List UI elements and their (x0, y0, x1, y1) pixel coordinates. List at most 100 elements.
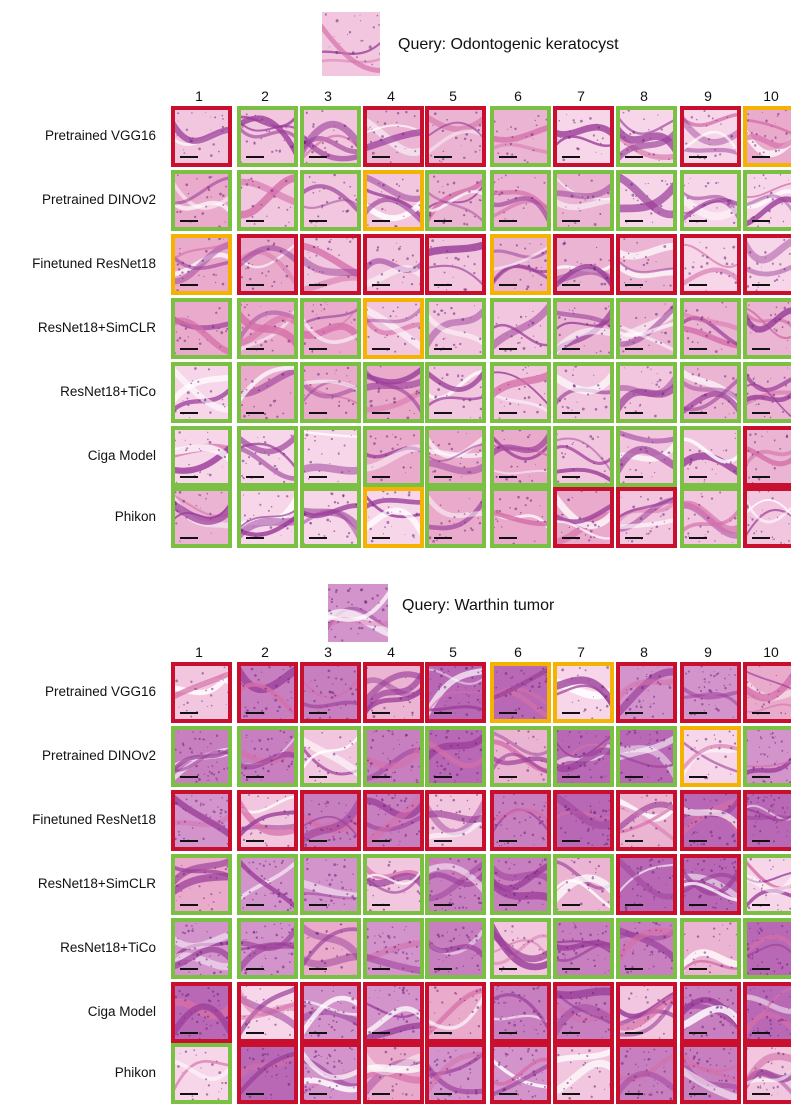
scale-bar (434, 284, 452, 286)
scale-bar (562, 537, 580, 539)
retrieved-image-tile (425, 662, 486, 723)
retrieved-image-tile (616, 1043, 677, 1104)
scale-bar (625, 348, 643, 350)
retrieved-image-tile (237, 487, 298, 548)
scale-bar (625, 537, 643, 539)
scale-bar (625, 476, 643, 478)
scale-bar (309, 904, 327, 906)
retrieved-image-tile (425, 790, 486, 851)
retrieved-image-tile (553, 487, 614, 548)
retrieved-image-tile (300, 982, 361, 1043)
retrieved-image-tile (553, 854, 614, 915)
column-number: 4 (387, 644, 395, 660)
scale-bar (499, 476, 517, 478)
scale-bar (752, 284, 770, 286)
retrieved-image-tile (363, 662, 424, 723)
retrieved-image-tile (490, 918, 551, 979)
retrieved-image-tile (363, 918, 424, 979)
retrieved-image-tile (363, 170, 424, 231)
retrieved-image-tile (680, 362, 741, 423)
retrieved-image-tile (490, 234, 551, 295)
retrieved-image-tile (680, 106, 741, 167)
retrieved-image-tile (300, 487, 361, 548)
scale-bar (689, 904, 707, 906)
retrieved-image-tile (425, 234, 486, 295)
retrieved-image-tile (171, 298, 232, 359)
scale-bar (180, 968, 198, 970)
scale-bar (625, 284, 643, 286)
retrieved-image-tile (490, 1043, 551, 1104)
retrieved-image-tile (171, 1043, 232, 1104)
retrieved-image-tile (363, 854, 424, 915)
retrieved-image-tile (616, 854, 677, 915)
scale-bar (180, 840, 198, 842)
scale-bar (309, 1093, 327, 1095)
retrieved-image-tile (490, 426, 551, 487)
scale-bar (309, 1032, 327, 1034)
retrieved-image-tile (743, 487, 791, 548)
scale-bar (689, 284, 707, 286)
retrieved-image-tile (616, 298, 677, 359)
scale-bar (689, 1032, 707, 1034)
scale-bar (180, 156, 198, 158)
retrieved-image-tile (553, 106, 614, 167)
column-number: 2 (261, 88, 269, 104)
scale-bar (246, 348, 264, 350)
retrieved-image-tile (363, 426, 424, 487)
retrieved-image-tile (680, 726, 741, 787)
scale-bar (752, 348, 770, 350)
column-number: 8 (640, 88, 648, 104)
scale-bar (372, 476, 390, 478)
retrieved-image-tile (425, 487, 486, 548)
retrieved-image-tile (553, 726, 614, 787)
retrieved-image-tile (237, 170, 298, 231)
scale-bar (752, 156, 770, 158)
panel-warthin-tumor: Query: Warthin tumor 1 2 3 4 5 6 7 8 9 10 Pretrai… (0, 552, 791, 1104)
scale-bar (689, 776, 707, 778)
scale-bar (434, 968, 452, 970)
retrieved-image-tile (490, 662, 551, 723)
retrieved-image-tile (363, 298, 424, 359)
retrieved-image-tile (171, 790, 232, 851)
method-label: Pretrained DINOv2 (41, 192, 156, 207)
retrieved-image-tile (300, 854, 361, 915)
scale-bar (752, 220, 770, 222)
query-label: Query: Odontogenic keratocyst (398, 36, 619, 53)
column-number: 10 (763, 88, 779, 104)
column-number: 7 (577, 88, 585, 104)
scale-bar (689, 968, 707, 970)
retrieved-image-tile (553, 662, 614, 723)
scale-bar (625, 220, 643, 222)
retrieved-image-tile (171, 106, 232, 167)
retrieved-image-tile (490, 487, 551, 548)
scale-bar (752, 1032, 770, 1034)
retrieved-image-tile (171, 487, 232, 548)
retrieved-image-tile (171, 918, 232, 979)
retrieved-image-tile (680, 918, 741, 979)
retrieved-image-tile (300, 234, 361, 295)
scale-bar (434, 537, 452, 539)
retrieved-image-tile (300, 726, 361, 787)
scale-bar (562, 476, 580, 478)
retrieved-image-tile (237, 662, 298, 723)
retrieved-image-tile (680, 790, 741, 851)
retrieved-image-tile (743, 854, 791, 915)
retrieved-image-tile (490, 726, 551, 787)
scale-bar (499, 537, 517, 539)
scale-bar (434, 1032, 452, 1034)
retrieved-image-tile (363, 362, 424, 423)
scale-bar (689, 412, 707, 414)
scale-bar (499, 220, 517, 222)
scale-bar (752, 476, 770, 478)
column-number: 9 (704, 644, 712, 660)
retrieved-image-tile (237, 106, 298, 167)
retrieved-image-tile (363, 982, 424, 1043)
scale-bar (309, 156, 327, 158)
scale-bar (562, 284, 580, 286)
retrieved-image-tile (425, 918, 486, 979)
query-image (322, 12, 380, 76)
scale-bar (180, 284, 198, 286)
retrieved-image-tile (743, 1043, 791, 1104)
scale-bar (246, 476, 264, 478)
scale-bar (752, 904, 770, 906)
